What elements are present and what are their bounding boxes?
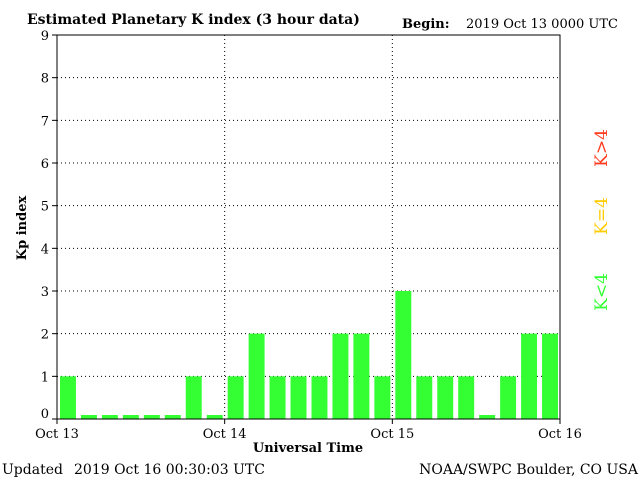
begin-value: 2019 Oct 13 0000 UTC xyxy=(466,17,618,32)
x-axis-label: Universal Time xyxy=(253,441,363,456)
chart-title: Estimated Planetary K index (3 hour data… xyxy=(27,12,360,28)
x-axis-ticks: Oct 13 Oct 14 Oct 15 Oct 16 xyxy=(35,419,582,442)
x-tick-label: Oct 16 xyxy=(538,427,582,442)
bar xyxy=(101,415,118,419)
bar xyxy=(60,376,76,419)
x-tick-label: Oct 13 xyxy=(35,427,79,442)
plot-frame xyxy=(56,34,561,420)
updated-label: Updated xyxy=(2,462,63,478)
bar xyxy=(269,376,286,419)
y-tick-label: 2 xyxy=(41,328,49,343)
bar xyxy=(500,376,517,419)
bar xyxy=(185,376,202,419)
legend-k-equal-4: K=4 xyxy=(592,197,612,235)
bars xyxy=(60,291,558,419)
bar xyxy=(290,376,307,419)
grid-lines xyxy=(57,35,560,419)
bar xyxy=(353,333,370,419)
y-tick-label: 1 xyxy=(41,370,49,385)
begin-label: Begin: xyxy=(402,17,450,32)
bar xyxy=(164,415,181,419)
y-tick-label: 6 xyxy=(41,157,49,172)
source-label: NOAA/SWPC Boulder, CO USA xyxy=(419,462,639,478)
bar xyxy=(80,415,97,419)
y-tick-label: 9 xyxy=(41,29,49,44)
y-tick-label: 0 xyxy=(41,407,49,422)
x-tick-label: Oct 15 xyxy=(370,427,414,442)
bar xyxy=(332,333,349,419)
y-tick-label: 4 xyxy=(41,242,49,257)
bar xyxy=(227,376,244,419)
y-axis-ticks: 0 1 2 3 4 5 6 7 8 9 xyxy=(41,29,57,422)
bar xyxy=(458,376,475,419)
y-tick-label: 3 xyxy=(41,285,49,300)
x-tick-label: Oct 14 xyxy=(203,427,247,442)
bar xyxy=(374,376,391,419)
updated-value: 2019 Oct 16 00:30:03 UTC xyxy=(74,462,265,478)
y-axis-label: Kp index xyxy=(15,196,30,261)
y-tick-label: 5 xyxy=(41,200,49,215)
y-tick-label: 8 xyxy=(41,72,49,87)
bar xyxy=(542,333,558,419)
legend-k-less-4: K<4 xyxy=(592,273,612,311)
bar xyxy=(311,376,328,419)
bar xyxy=(416,376,433,419)
legend-k-greater-4: K>4 xyxy=(592,129,612,167)
bar xyxy=(122,415,139,419)
y-tick-label: 7 xyxy=(41,114,49,129)
bar xyxy=(479,415,496,419)
bar xyxy=(143,415,160,419)
bar xyxy=(437,376,454,419)
bar xyxy=(521,333,538,419)
bar xyxy=(248,333,265,419)
bar xyxy=(206,415,223,419)
bar xyxy=(395,291,412,419)
